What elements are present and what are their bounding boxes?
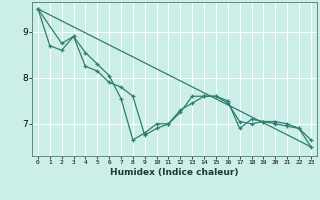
X-axis label: Humidex (Indice chaleur): Humidex (Indice chaleur) [110,168,239,177]
